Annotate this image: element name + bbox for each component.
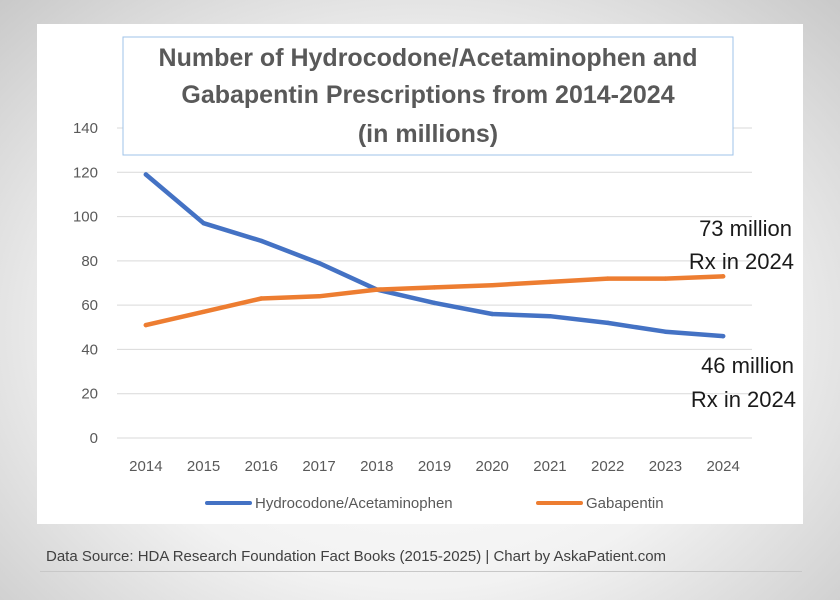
data-source-caption: Data Source: HDA Research Foundation Fac… [46,548,666,565]
x-tick-label: 2017 [302,458,335,475]
data-point-gabapentin [720,274,726,279]
y-axis-ticks: 0 20 40 60 80 100 120 140 [73,120,98,447]
data-point-gabapentin [663,276,668,281]
gridlines [117,127,752,439]
y-tick-label: 0 [90,430,98,447]
x-tick-label: 2021 [533,458,566,475]
y-tick-label: 80 [81,253,98,270]
legend-label-hydrocodone: Hydrocodone/Acetaminophen [255,495,453,512]
x-tick-label: 2018 [360,458,393,475]
y-tick-label: 20 [81,386,98,403]
x-axis-ticks: 2014 2015 2016 2017 2018 2019 2020 2021 2022 2023… [129,458,740,475]
data-point-gabapentin [605,276,610,281]
y-tick-label: 100 [73,209,98,226]
legend: Hydrocodone/Acetaminophen Gabapentin [205,495,664,512]
y-tick-label: 40 [81,341,98,358]
data-point-hydrocodone-acetaminophen [547,314,553,319]
series-line-hydrocodone-acetaminophen [143,172,726,339]
data-point-gabapentin [259,296,264,301]
annotation-gabapentin-line-2: Rx in 2024 [689,249,794,274]
chart-title: Number of Hydrocodone/Acetaminophen and … [122,36,734,156]
annotation-hydrocodone-line-2: Rx in 2024 [691,387,796,412]
data-point-hydrocodone-acetaminophen [720,333,726,339]
data-point-gabapentin [143,322,149,328]
data-point-hydrocodone-acetaminophen [663,329,668,334]
x-tick-label: 2014 [129,458,162,475]
y-tick-label: 140 [73,120,98,137]
annotation-hydrocodone-line-1: 46 million [701,353,794,378]
legend-label-gabapentin: Gabapentin [586,495,664,512]
y-tick-label: 120 [73,164,98,181]
data-point-hydrocodone-acetaminophen [605,320,610,326]
data-point-gabapentin [490,283,495,288]
x-tick-label: 2022 [591,458,624,475]
data-point-hydrocodone-acetaminophen [432,300,437,306]
data-point-gabapentin [201,309,206,314]
x-tick-label: 2023 [649,458,682,475]
title-line-2: Gabapentin Prescriptions from 2014-2024 [181,81,674,109]
data-point-hydrocodone-acetaminophen [316,260,322,266]
y-tick-label: 60 [81,297,98,314]
data-point-hydrocodone-acetaminophen [201,221,206,226]
title-box [122,36,734,156]
x-tick-label: 2024 [706,458,739,475]
data-point-gabapentin [432,285,437,290]
data-point-hydrocodone-acetaminophen [143,172,149,177]
x-tick-label: 2016 [245,458,278,475]
series-lines [143,172,726,339]
title-line-3: (in millions) [358,120,498,148]
data-point-gabapentin [316,294,322,299]
annotations: 73 million Rx in 2024 46 million Rx in 2… [689,216,796,412]
footer-divider [40,571,802,572]
data-point-hydrocodone-acetaminophen [490,311,495,317]
title-line-1: Number of Hydrocodone/Acetaminophen and [159,44,698,72]
annotation-gabapentin-line-1: 73 million [699,216,792,241]
data-point-gabapentin [374,287,379,292]
data-point-hydrocodone-acetaminophen [259,238,264,244]
x-tick-label: 2020 [476,458,509,475]
x-tick-label: 2015 [187,458,220,475]
data-point-gabapentin [547,279,553,285]
x-tick-label: 2019 [418,458,451,475]
